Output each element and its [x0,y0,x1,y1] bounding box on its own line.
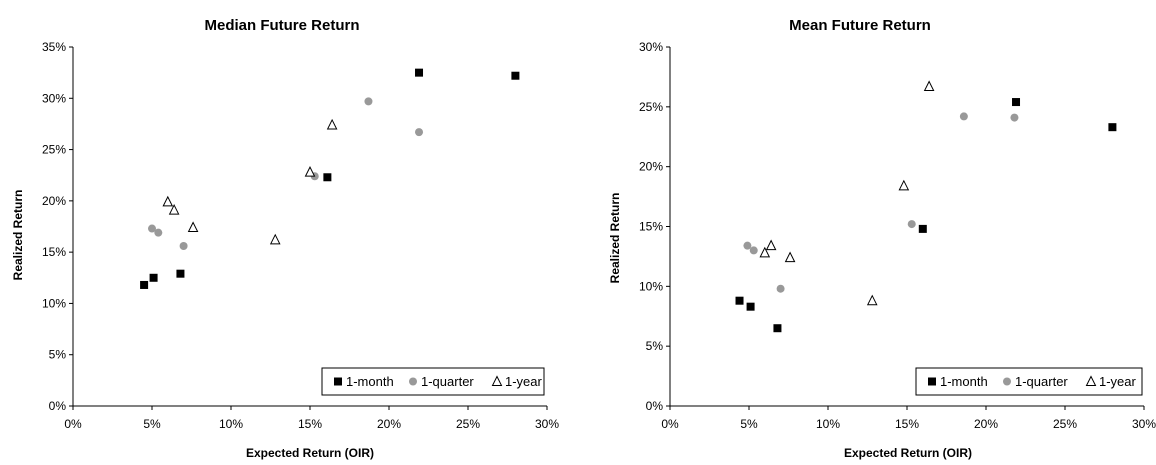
data-point-1-year [898,179,910,191]
mean-chart-svg: Mean Future Return 0%5%10%15%20%25%30%0%… [608,17,1156,460]
data-point-1-quarter [907,220,916,229]
x-tick-label: 30% [1132,417,1156,431]
data-point-1-month [1012,98,1021,107]
legend-label: 1-quarter [1015,374,1068,389]
data-point-1-year [765,239,777,251]
legend-marker-1-quarter [409,377,417,386]
y-tick-label: 15% [42,245,66,259]
legend-box [321,367,545,396]
data-point-1-quarter [148,224,156,233]
y-tick-label: 20% [42,194,66,208]
data-point-1-quarter [364,97,373,106]
legend-marker-1-year [491,375,503,386]
mean-chart-panel: Mean Future Return 0% 5% 10% 15% 20% 25% 30% 0%… [578,0,1156,465]
data-point-1-quarter [1010,113,1019,122]
plot-area: 0% 5% 10% 15% 20% 25% 30% 35% 0% 5% 10% 15% 20% 25% 30… [42,40,559,431]
data-point-1-year [304,166,316,177]
legend: 1-month 1-quarter 1-year [321,367,545,396]
data-point-1-month [918,224,927,233]
data-point-1-quarter [959,112,968,121]
chart-title: Mean Future Return [789,17,931,34]
data-point-1-year [866,294,878,306]
x-tick-label: 15% [895,417,919,431]
x-tick-label: 5% [740,417,758,431]
y-tick-label: 35% [42,40,66,54]
data-point-1-month [176,269,185,278]
y-tick-label: 0% [49,399,67,413]
legend-box [915,367,1143,396]
y-tick-label: 20% [639,160,663,174]
legend-label: 1-month [346,374,394,389]
y-tick-label: 25% [639,100,663,114]
data-point-1-year [784,251,796,263]
median-chart-panel: Median Future Return 0% 5% 10% 15% 20% 25% 30%… [11,17,559,460]
data-point-1-year [759,246,771,258]
data-point-1-year [923,80,935,91]
data-point-1-month [149,273,158,282]
x-tick-label: 20% [974,417,998,431]
x-tick-label: 30% [535,417,559,431]
data-point-1-quarter [743,241,752,250]
data-point-1-month [323,173,332,182]
data-point-1-month [735,296,744,305]
y-tick-label: 30% [639,40,663,54]
data-point-1-year [187,221,199,233]
plot-area: 0% 5% 10% 15% 20% 25% 30% 0% 5% 10% 15% 20% 25% 30% 1-… [639,40,1156,431]
x-tick-label: 10% [816,417,840,431]
chart-title: Median Future Return [204,17,359,34]
legend: 1-month 1-quarter 1-year [915,367,1143,396]
x-tick-label: 15% [298,417,322,431]
data-point-1-year [326,118,338,130]
data-point-1-month [1108,123,1117,132]
legend-label: 1-year [1099,374,1137,389]
x-tick-label: 0% [661,417,679,431]
legend-label: 1-quarter [421,374,474,389]
x-tick-label: 25% [456,417,480,431]
legend-marker-1-year [1085,375,1097,386]
median-chart-svg: Median Future Return 0% 5% 10% 15% 20% 25% 30%… [11,17,559,460]
data-point-1-quarter [415,128,424,137]
x-tick-label: 20% [377,417,401,431]
x-tick-label: 25% [1053,417,1077,431]
y-tick-label: 15% [639,220,663,234]
data-point-1-year [162,195,174,207]
y-tick-label: 5% [49,348,67,362]
y-tick-label: 10% [42,296,66,310]
y-tick-label: 30% [42,91,66,105]
y-axis-title: Realized Return [608,193,622,284]
data-point-1-month [773,324,782,333]
legend-marker-1-month [334,377,342,386]
y-tick-label: 5% [646,339,664,353]
data-point-1-month [140,280,149,289]
data-point-1-year [168,203,180,215]
data-point-1-quarter [776,284,785,293]
y-tick-label: 10% [639,279,663,293]
data-point-1-quarter [179,241,188,250]
x-axis-title: Expected Return (OIR) [246,446,374,460]
x-axis-title: Expected Return (OIR) [844,446,972,460]
x-tick-label: 0% [64,417,82,431]
data-point-1-month [415,68,424,77]
data-point-1-month [511,71,520,80]
legend-label: 1-year [505,374,543,389]
data-point-1-month [746,302,755,311]
data-point-1-quarter [749,246,758,255]
legend-marker-1-month [928,377,936,386]
legend-marker-1-quarter [1003,377,1011,386]
legend-label: 1-month [940,374,988,389]
data-point-1-year [269,233,281,245]
y-tick-label: 25% [42,143,66,157]
y-tick-label: 0% [646,399,664,413]
x-tick-label: 5% [143,417,161,431]
data-point-1-quarter [154,228,163,237]
x-tick-label: 10% [219,417,243,431]
y-axis-title: Realized Return [11,190,25,281]
